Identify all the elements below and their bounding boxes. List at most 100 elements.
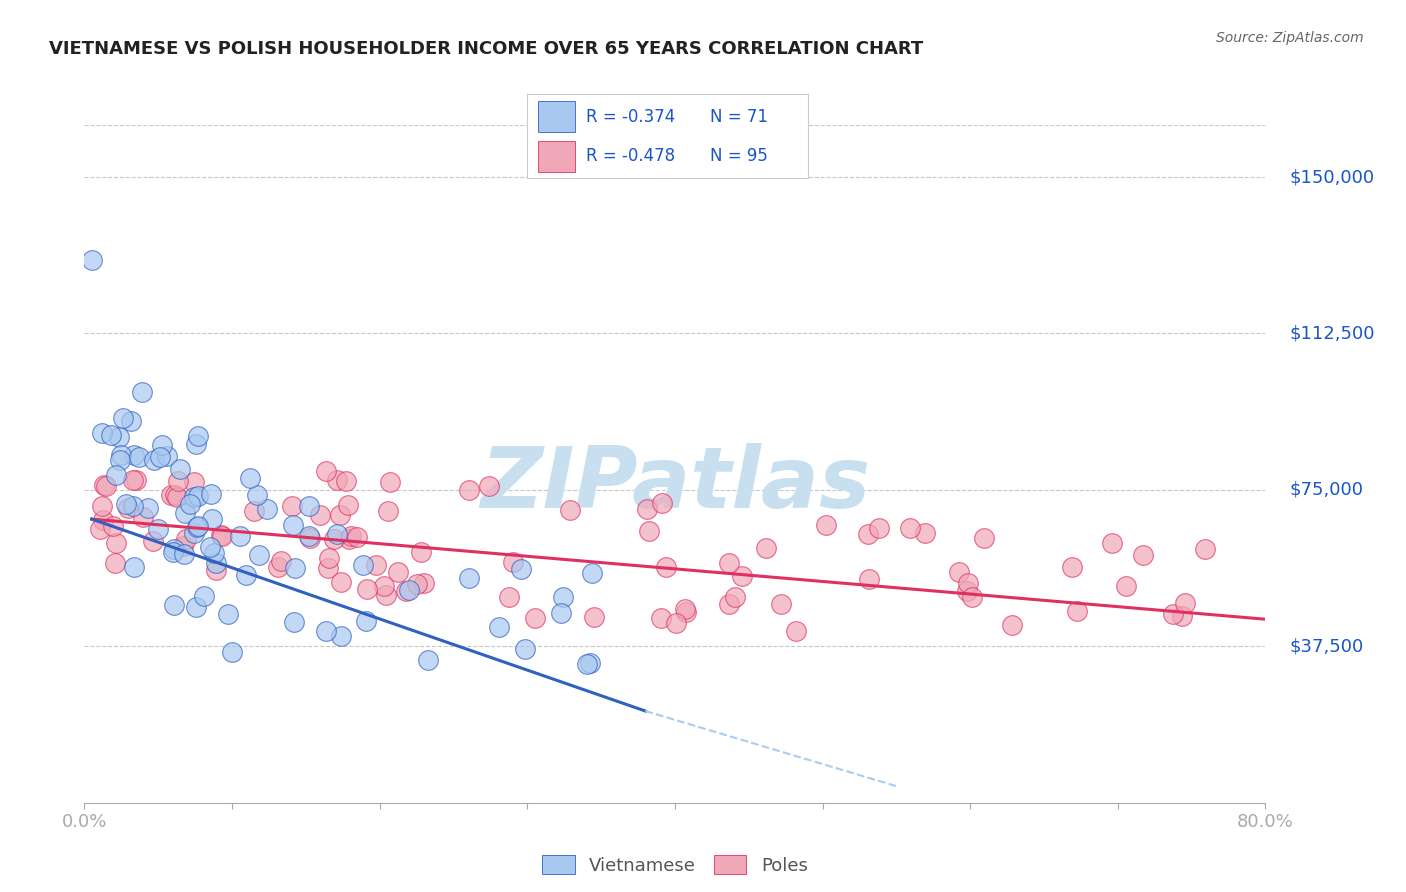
Point — [650, 611, 672, 625]
Point — [243, 504, 266, 518]
Point — [166, 490, 188, 504]
Point — [298, 500, 321, 514]
Point — [523, 610, 546, 624]
Point — [266, 560, 288, 574]
Point — [718, 556, 741, 570]
Text: Source: ZipAtlas.com: Source: ZipAtlas.com — [1216, 31, 1364, 45]
Point — [217, 607, 239, 621]
Point — [655, 559, 678, 574]
Point — [769, 598, 792, 612]
Point — [377, 504, 399, 518]
Point — [326, 473, 349, 487]
Point — [1161, 607, 1184, 621]
Point — [163, 488, 186, 502]
Point — [298, 531, 321, 545]
Point — [513, 642, 536, 657]
Point — [173, 547, 195, 561]
Point — [163, 542, 186, 557]
Point — [128, 450, 150, 464]
Point — [186, 520, 208, 534]
Text: N = 95: N = 95 — [710, 147, 768, 165]
Point — [373, 579, 395, 593]
Point — [187, 429, 209, 443]
Point — [184, 599, 207, 614]
Point — [160, 488, 183, 502]
Point — [337, 532, 360, 546]
Point — [498, 590, 520, 604]
Point — [352, 558, 374, 572]
Point — [579, 657, 602, 671]
Point — [665, 615, 688, 630]
Point — [89, 523, 111, 537]
Point — [1194, 542, 1216, 557]
Point — [315, 624, 337, 638]
Point — [406, 577, 429, 591]
Text: N = 71: N = 71 — [710, 108, 768, 126]
Point — [122, 473, 145, 487]
Point — [337, 498, 360, 512]
Point — [117, 500, 139, 515]
Point — [323, 533, 346, 547]
Point — [91, 513, 114, 527]
Point — [172, 540, 194, 554]
Point — [149, 450, 172, 464]
Point — [152, 438, 174, 452]
Point — [183, 490, 205, 504]
Point — [111, 411, 134, 425]
Point — [122, 449, 145, 463]
Point — [205, 556, 228, 570]
Point — [330, 629, 353, 643]
Point — [193, 590, 215, 604]
Point — [960, 590, 983, 604]
Point — [1101, 536, 1123, 550]
Point — [411, 545, 433, 559]
Point — [179, 497, 201, 511]
Point — [374, 588, 396, 602]
Point — [103, 556, 125, 570]
Point — [387, 565, 409, 579]
Point — [91, 426, 114, 441]
Point — [187, 489, 209, 503]
Point — [956, 576, 979, 591]
Point — [125, 473, 148, 487]
Text: $37,500: $37,500 — [1289, 638, 1364, 656]
Point — [105, 536, 128, 550]
Point — [211, 529, 233, 543]
Point — [169, 461, 191, 475]
Point — [458, 483, 481, 497]
Point — [675, 606, 697, 620]
Point — [785, 624, 807, 639]
Bar — [538, 141, 575, 171]
Point — [510, 562, 533, 576]
Text: R = -0.478: R = -0.478 — [586, 147, 675, 165]
Text: $112,500: $112,500 — [1289, 325, 1375, 343]
Point — [131, 384, 153, 399]
Point — [318, 550, 340, 565]
Point — [413, 575, 436, 590]
Point — [478, 479, 501, 493]
Point — [124, 560, 146, 574]
Point — [973, 532, 995, 546]
Point — [270, 554, 292, 568]
Point — [1115, 579, 1137, 593]
Point — [558, 503, 581, 517]
Point — [581, 566, 603, 581]
Point — [284, 561, 307, 575]
Point — [315, 464, 337, 478]
Point — [283, 615, 305, 630]
Point — [183, 475, 205, 489]
Text: R = -0.374: R = -0.374 — [586, 108, 675, 126]
Point — [204, 563, 226, 577]
Point — [142, 452, 165, 467]
Point — [1060, 559, 1083, 574]
Point — [416, 652, 439, 666]
Point — [167, 474, 190, 488]
Point — [814, 518, 837, 533]
Point — [651, 495, 673, 509]
Point — [340, 529, 363, 543]
Point — [354, 614, 377, 628]
Point — [858, 573, 880, 587]
Point — [856, 527, 879, 541]
Point — [378, 475, 401, 490]
Point — [1066, 604, 1088, 618]
